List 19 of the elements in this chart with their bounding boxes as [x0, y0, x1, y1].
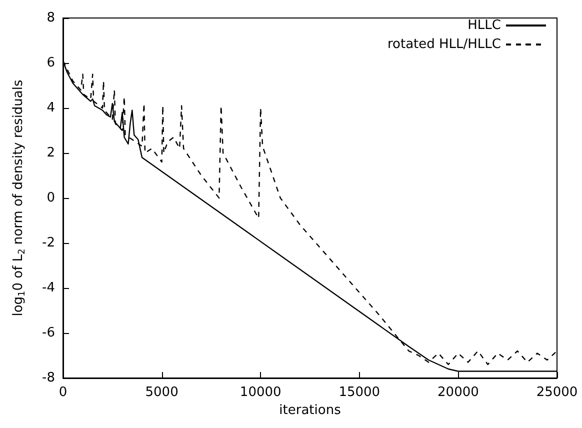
y-tick-label: -2 [42, 236, 55, 250]
x-tick-label: 15000 [338, 385, 380, 400]
y-tick-label: -8 [42, 370, 55, 386]
x-axis-title: iterations [279, 403, 342, 418]
y-tick-label: -4 [42, 280, 55, 296]
y-tick-label: -6 [42, 326, 55, 340]
y-tick-label: 0 [46, 190, 55, 206]
y-tick-label: 8 [46, 10, 55, 26]
y-tick-label: 6 [46, 56, 55, 70]
legend-label: rotated HLL/HLLC [387, 37, 501, 52]
y-tick-label: 2 [46, 146, 55, 160]
x-tick-label: 0 [58, 385, 68, 400]
legend-label: HLLC [468, 18, 501, 33]
y-tick-label: 4 [46, 100, 55, 116]
x-tick-label: 10000 [240, 385, 282, 400]
x-tick-label: 25000 [536, 385, 578, 400]
x-tick-label: 5000 [145, 385, 178, 400]
x-tick-label: 20000 [438, 385, 479, 400]
y-axis-title: log10 of L2 norm of density residuals [11, 79, 28, 316]
